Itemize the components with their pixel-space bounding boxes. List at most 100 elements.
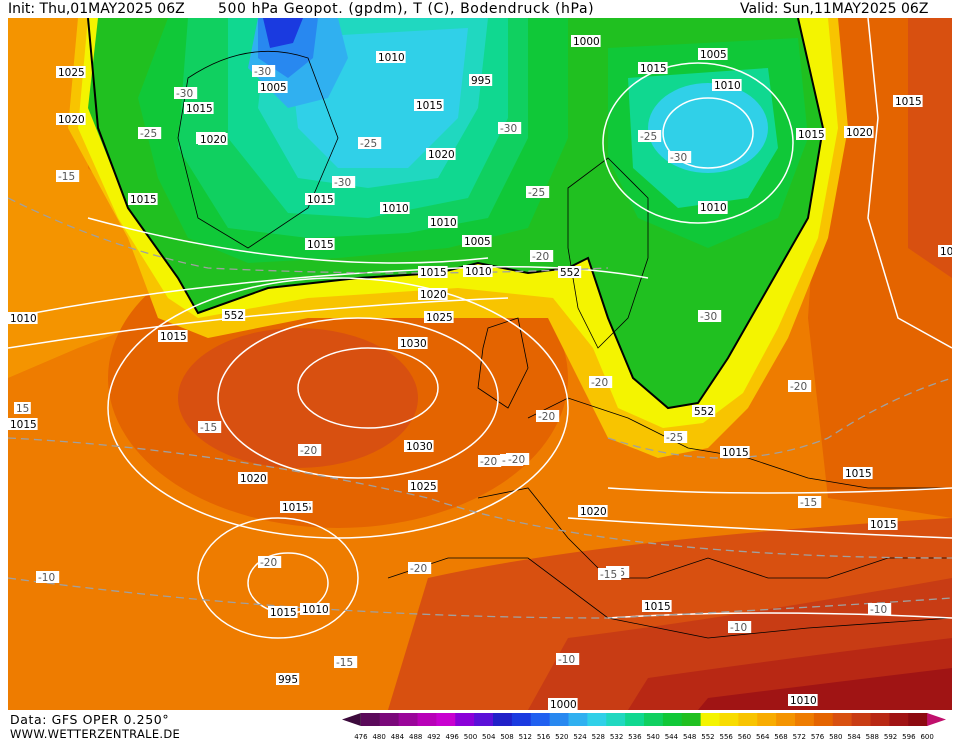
isobar-label-bg	[638, 62, 668, 74]
isobar-label: 1010	[430, 217, 457, 229]
height-label: 552	[694, 406, 714, 418]
colorbar-tick-label: 588	[866, 733, 879, 741]
isobar-label: 1010	[10, 313, 37, 325]
temperature-label: -20	[538, 411, 555, 423]
isobar-label-bg	[300, 603, 330, 615]
temperature-label: -30	[500, 123, 517, 135]
colorbar-swatch	[398, 713, 418, 726]
colorbar-tick-label: 484	[391, 733, 405, 741]
isobar-label-bg	[796, 128, 826, 140]
temperature-label: -20	[591, 377, 608, 389]
isobar-label-bg	[56, 66, 86, 78]
field-ne-core	[648, 83, 768, 173]
colorbar-tick-label: 572	[793, 733, 806, 741]
colorbar-tick-label: 592	[884, 733, 897, 741]
isobar-label-bg	[463, 265, 493, 277]
colorbar-tick-label: 508	[500, 733, 513, 741]
colorbar-swatch	[417, 713, 437, 726]
isobar-label-bg	[548, 698, 578, 710]
temperature-label-bg	[36, 571, 60, 583]
temperature-label-bg	[868, 603, 892, 615]
temperature-label: -30	[254, 66, 271, 78]
isobar-label: 1020	[580, 506, 607, 518]
temperature-label-bg	[698, 310, 722, 322]
colorbar-tick-label: 516	[537, 733, 551, 741]
isobar-label: 1005	[700, 49, 727, 61]
colorbar-tick-label: 488	[409, 733, 422, 741]
colorbar-swatch	[795, 713, 815, 726]
isobar-label: 1015	[420, 267, 447, 279]
temperature-label: -20	[260, 557, 277, 569]
isobar-label-bg	[184, 102, 214, 114]
temperature-label-bg	[536, 410, 560, 422]
isobar-label: 995	[471, 75, 491, 87]
temperature-label: -25	[666, 432, 683, 444]
isobar-label-bg	[462, 235, 492, 247]
colorbar-tick-label: 576	[811, 733, 825, 741]
colorbar-swatch	[719, 713, 739, 726]
isobar-label-bg	[414, 99, 444, 111]
temperature-label: -30	[334, 177, 351, 189]
isobar-label-bg	[238, 472, 268, 484]
isobar-label: 1015	[644, 601, 671, 613]
isobar-label: 1015	[186, 103, 213, 115]
colorbar-swatch	[360, 713, 381, 726]
isobar-label: 1015	[160, 331, 187, 343]
isobar-label: 1020	[428, 149, 455, 161]
colorbar-tick-label: 520	[555, 733, 568, 741]
height-label: 552	[560, 267, 580, 279]
colorbar-swatch	[474, 713, 494, 726]
temperature-label: -15	[336, 657, 353, 669]
colorbar-tick-label: 528	[592, 733, 605, 741]
isobar-label: 1015	[940, 246, 952, 258]
coast-britain	[477, 317, 529, 409]
temperature-label: -20	[410, 563, 427, 575]
temperature-label-bg	[358, 137, 382, 149]
isobar-label-bg	[258, 81, 288, 93]
isobar-label-bg	[8, 418, 38, 430]
colorbar-swatch	[436, 713, 456, 726]
coast-greenland	[177, 50, 339, 249]
temperature-label-bg	[668, 151, 692, 163]
isobar-label-bg	[578, 505, 608, 517]
isobar-label-bg	[280, 501, 310, 513]
temperature-label: -10	[730, 622, 747, 634]
temperature-lines	[8, 197, 952, 619]
isobar-label: 1020	[200, 134, 227, 146]
isobar-label: 1010	[714, 80, 741, 92]
isobar-label: 995	[278, 674, 298, 686]
colorbar-tick-label: 496	[446, 733, 460, 741]
isobar-label-bg	[56, 113, 86, 125]
isobar-label-bg	[698, 48, 728, 60]
isobar-label-bg	[844, 126, 874, 138]
temperature-label: -10	[38, 572, 55, 584]
isobar-label-bg	[426, 148, 456, 160]
isobar-label-bg	[938, 245, 952, 257]
isobar-label: 1010	[790, 695, 817, 707]
temperature-label: -20	[508, 454, 525, 466]
isobar-label: 1015	[845, 468, 872, 480]
weather-map[interactable]: 1025 1020 1015 1015 1020 1005 1015 1010 995 1015 1…	[8, 18, 952, 710]
temperature-label-bg	[526, 186, 550, 198]
isobar-label-bg	[698, 201, 728, 213]
isobar-label: 1015	[640, 63, 667, 75]
colorbar-swatch	[379, 713, 400, 726]
colorbar-tick-label: 504	[482, 733, 496, 741]
colorbar-swatch	[549, 713, 569, 726]
colorbar-tick-label: 476	[354, 733, 368, 741]
isobar-label: 1010	[378, 52, 405, 64]
isobar-label-bg	[128, 193, 158, 205]
isobar-label: 1010	[700, 202, 727, 214]
colorbar-swatch	[813, 713, 834, 726]
temperature-label-bg	[598, 568, 622, 580]
temperature-label-bg	[334, 656, 358, 668]
isobar-label: 1015	[870, 519, 897, 531]
isobar-label-bg	[720, 446, 750, 458]
colorbar-tick-label: 536	[628, 733, 642, 741]
init-time: Init: Thu,01MAY2025 06Z	[8, 1, 185, 17]
temperature-label: -15	[58, 171, 75, 183]
temperature-label-bg	[332, 176, 356, 188]
isobar-label-bg	[198, 133, 228, 145]
isobar-label: 1000	[573, 36, 600, 48]
temperature-label-bg	[408, 562, 432, 574]
